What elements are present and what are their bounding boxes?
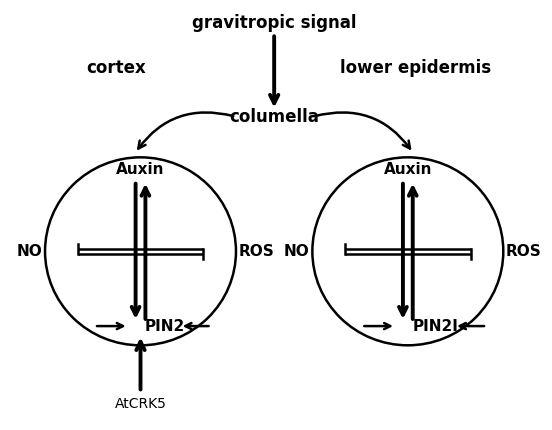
Text: ROS: ROS bbox=[238, 244, 274, 259]
Text: PIN2: PIN2 bbox=[145, 319, 185, 334]
Text: NO: NO bbox=[284, 244, 310, 259]
Text: PIN2I: PIN2I bbox=[412, 319, 458, 334]
Text: AtCRK5: AtCRK5 bbox=[115, 396, 167, 411]
Text: Auxin: Auxin bbox=[116, 162, 164, 177]
Text: NO: NO bbox=[17, 244, 43, 259]
Text: gravitropic signal: gravitropic signal bbox=[192, 14, 357, 32]
Text: ROS: ROS bbox=[506, 244, 542, 259]
Text: lower epidermis: lower epidermis bbox=[341, 58, 492, 77]
Text: cortex: cortex bbox=[86, 58, 146, 77]
Text: Auxin: Auxin bbox=[384, 162, 432, 177]
Text: columella: columella bbox=[229, 108, 319, 126]
